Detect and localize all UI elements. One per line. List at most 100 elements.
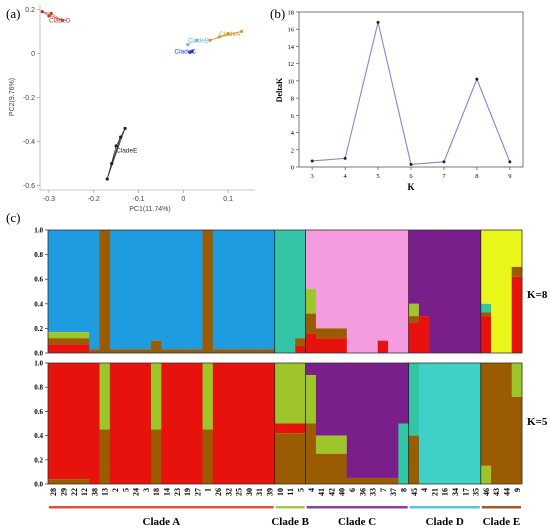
structure-bar-segment (295, 423, 307, 434)
structure-bar-segment (274, 230, 286, 353)
sample-label: 26 (214, 488, 223, 496)
structure-bar-segment (439, 363, 451, 484)
sample-label: 30 (245, 488, 254, 496)
structure-y-tick-label: 0.6 (34, 276, 43, 284)
structure-y-tick-label: 0.4 (34, 300, 43, 308)
sample-label: 43 (492, 488, 501, 496)
structure-y-tick-label: 0.6 (34, 408, 43, 416)
structure-bar-segment (315, 230, 327, 329)
structure-bar-segment (388, 477, 399, 484)
sample-label: 1 (204, 488, 213, 492)
sample-label: 16 (441, 488, 450, 496)
structure-bar-segment (243, 230, 255, 350)
structure-bar-segment (326, 338, 337, 353)
pca-x-tick-label: -0.3 (43, 196, 55, 203)
sample-label: 39 (266, 488, 275, 496)
panel-label-a: (a) (6, 6, 20, 21)
structure-bar-segment (223, 363, 234, 484)
structure-bar-segment (68, 338, 80, 345)
deltak-y-tick-label: 2 (291, 147, 294, 154)
pca-cluster-line (219, 31, 242, 38)
clade-bar (409, 506, 480, 509)
structure-bar-segment (140, 363, 152, 484)
structure-bar-segment (315, 338, 327, 353)
pca-chart: -0.3 -0.2 -0.1 0 0.10.20-0.2-0.4-0.6 CladeDC… (9, 5, 255, 213)
structure-bar-segment (58, 363, 70, 480)
structure-bar-segment (398, 230, 410, 353)
structure-bar-segment (78, 332, 90, 339)
sample-label: 18 (152, 488, 161, 496)
structure-bar-segment (254, 363, 265, 484)
structure-bar-segment (171, 363, 183, 484)
deltak-point (343, 156, 347, 160)
structure-bar-segment (315, 328, 327, 339)
pca-point (105, 177, 109, 181)
structure-y-tick-label: 0.0 (34, 481, 43, 489)
pca-cluster-label: CladeD (49, 18, 71, 25)
structure-bar-segment (181, 230, 193, 350)
structure-bar-segment (120, 230, 131, 350)
structure-bar-segment (68, 230, 80, 333)
pca-cluster-label: CladeC (174, 48, 196, 55)
sample-label: 13 (101, 488, 110, 496)
sample-label: 4 (420, 488, 429, 492)
structure-axes: 1.0 0.8 0.6 0.4 0.2 0.0 1.0 0.8 0.6 0.4 0.2 0.0 (34, 227, 523, 489)
structure-bar-segment (357, 230, 368, 353)
structure-bar-segment (120, 349, 131, 353)
structure-bar-segment (326, 363, 337, 436)
structure-bar-segment (264, 230, 276, 350)
pca-point (226, 32, 230, 36)
deltak-x-tick-label: 5 (376, 173, 379, 180)
structure-bar-segment (254, 349, 265, 353)
deltak-y-tick-label: 10 (288, 78, 295, 85)
structure-bar-segment (285, 363, 296, 424)
structure-bar-segment (336, 328, 348, 339)
pca-x-label: PC1(11.74%) (129, 206, 171, 213)
structure-bar-segment (336, 453, 348, 484)
structure-bar-segment (511, 363, 523, 397)
structure-bar-segment (511, 230, 523, 267)
structure-bar-segment (58, 230, 70, 333)
structure-bar-segment (48, 344, 59, 353)
structure-bar-segment (109, 230, 121, 350)
deltak-y-label: DeltaK (275, 77, 284, 102)
pca-point (110, 161, 114, 166)
pca-labels: CladeD CladeA CladeB CladeC CladeE (49, 18, 241, 155)
sample-label: 31 (255, 488, 264, 496)
structure-bar-segment (305, 313, 317, 334)
structure-bar-segment (480, 312, 492, 317)
structure-bar-segment (212, 230, 224, 350)
structure-bar-segment (511, 276, 523, 353)
sample-label: 35 (472, 488, 481, 496)
structure-bar-segment (501, 363, 513, 484)
pca-y-label: PC2(9.76%) (9, 78, 16, 116)
pca-point (49, 11, 53, 15)
deltak-line (312, 22, 511, 166)
structure-bar-segment (274, 423, 286, 434)
sample-label: 14 (163, 488, 172, 496)
deltak-y-tick-label: 8 (291, 96, 294, 103)
structure-bar-segment (89, 349, 100, 353)
structure-bar-segment (285, 433, 296, 484)
clade-label: Clade B (271, 516, 309, 528)
sample-label: 22 (70, 488, 79, 496)
structure-bar-segment (418, 363, 430, 484)
sample-label: 6 (348, 488, 357, 492)
structure-bar-segment (470, 363, 482, 484)
sample-label: 42 (327, 488, 336, 496)
structure-bar-segment (130, 230, 142, 350)
pca-point (47, 14, 51, 18)
structure-bar-segment (99, 230, 111, 353)
pca-point (239, 29, 244, 34)
structure-bar-segment (377, 340, 389, 353)
structure-bar-segment (388, 230, 399, 353)
sample-label: 23 (173, 488, 182, 496)
structure-bar-segment (233, 363, 245, 484)
structure-bar-segment (449, 230, 461, 353)
structure-bar-segment (264, 363, 276, 484)
structure-chart: 1.0 0.8 0.6 0.4 0.2 0.0 1.0 0.8 0.6 0.4 0.2 0.0 K=8… (34, 227, 548, 529)
structure-bar-segment (388, 363, 399, 478)
sample-label: 21 (430, 488, 439, 496)
sample-label: 5 (121, 488, 130, 492)
pca-cluster-line (111, 137, 121, 164)
